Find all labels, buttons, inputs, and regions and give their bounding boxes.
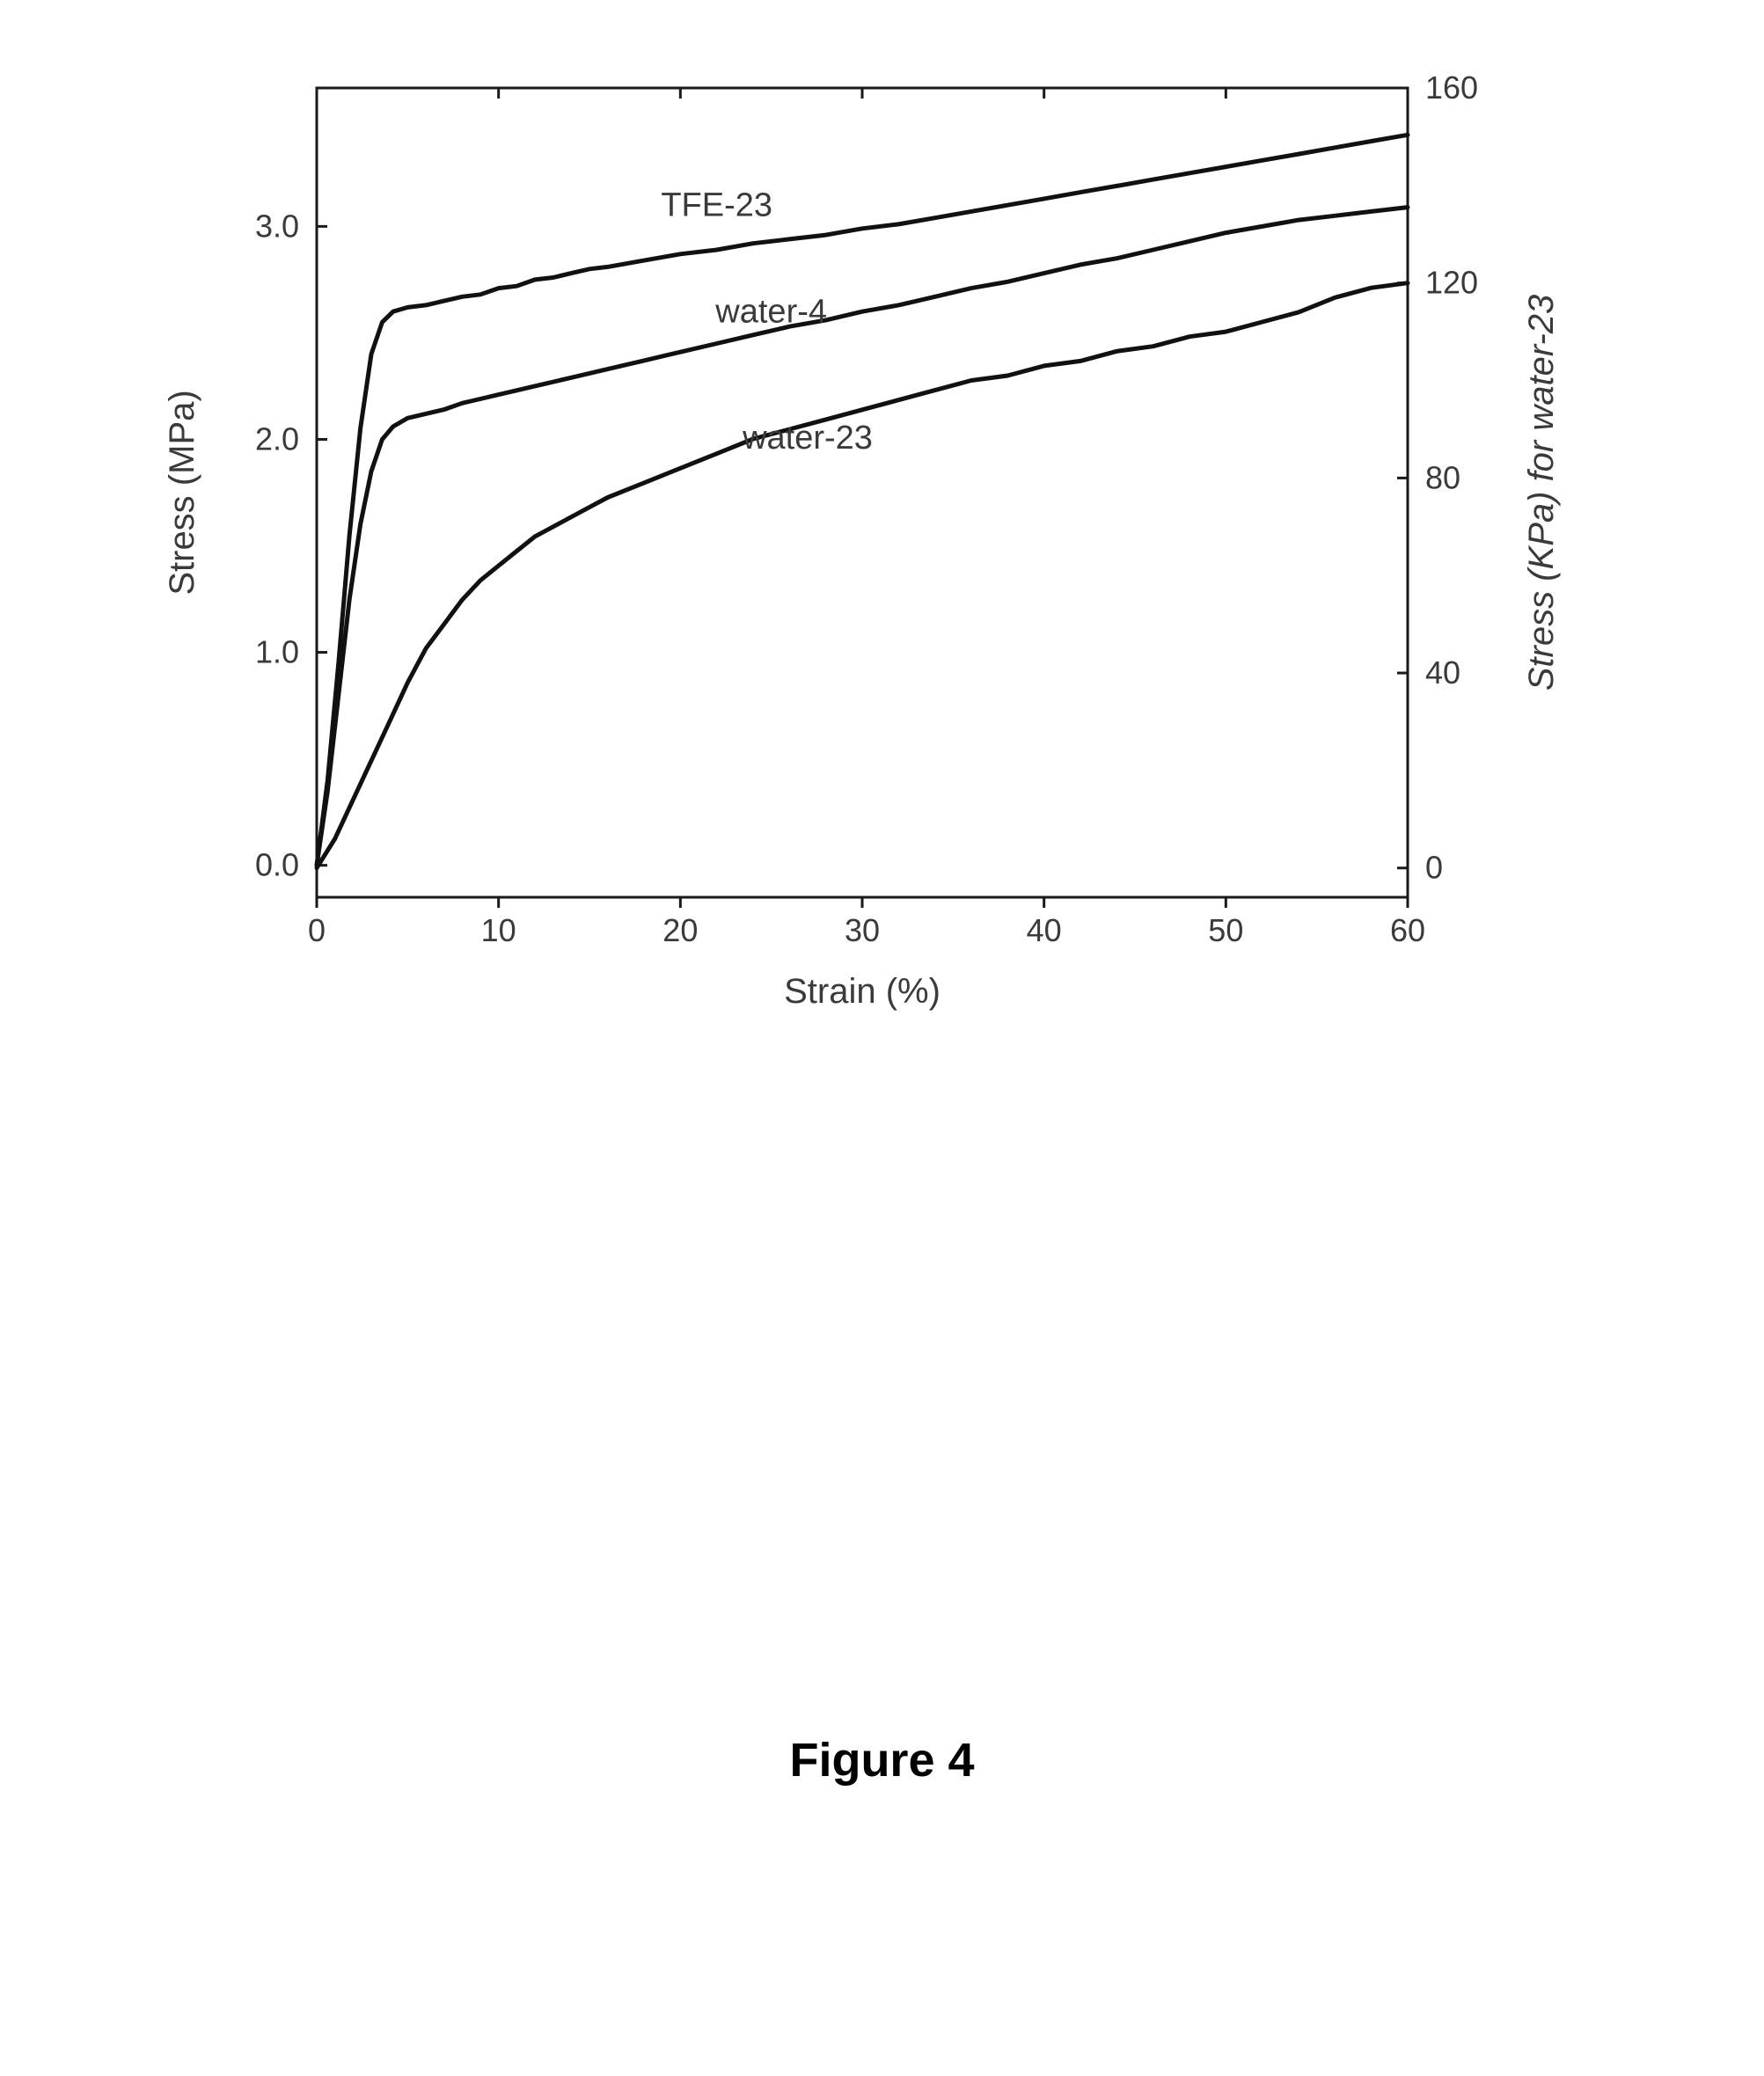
- page: { "caption": "Figure 4", "chart": { "typ…: [0, 0, 1764, 2076]
- svg-text:Strain (%): Strain (%): [784, 972, 941, 1011]
- svg-text:80: 80: [1425, 459, 1460, 495]
- chart-container: 0 10 20 30 40 50 60 0.0 1.0 2.0 3.0 0 40 80 120 160 Stra…: [123, 62, 1636, 1100]
- stress-strain-chart: 0 10 20 30 40 50 60 0.0 1.0 2.0 3.0 0 40 80 120 160 Stra…: [123, 62, 1636, 1100]
- svg-text:120: 120: [1425, 265, 1478, 301]
- svg-text:50: 50: [1208, 912, 1243, 948]
- svg-text:1.0: 1.0: [255, 634, 299, 670]
- svg-text:160: 160: [1425, 69, 1478, 106]
- svg-text:Stress (MPa): Stress (MPa): [163, 390, 201, 595]
- svg-text:0: 0: [308, 912, 326, 948]
- figure-caption: Figure 4: [0, 1733, 1764, 1787]
- svg-text:40: 40: [1425, 654, 1460, 691]
- svg-text:3.0: 3.0: [255, 208, 299, 244]
- svg-text:Stress (KPa) for water-23: Stress (KPa) for water-23: [1522, 295, 1561, 691]
- svg-text:40: 40: [1027, 912, 1062, 948]
- svg-text:60: 60: [1390, 912, 1425, 948]
- svg-text:water-4: water-4: [714, 293, 827, 330]
- svg-text:2.0: 2.0: [255, 420, 299, 457]
- svg-text:10: 10: [481, 912, 516, 948]
- svg-text:0: 0: [1425, 850, 1443, 886]
- svg-text:water-23: water-23: [742, 420, 873, 457]
- svg-text:30: 30: [845, 912, 880, 948]
- svg-text:20: 20: [662, 912, 698, 948]
- svg-text:0.0: 0.0: [255, 847, 299, 883]
- svg-text:TFE-23: TFE-23: [661, 186, 772, 223]
